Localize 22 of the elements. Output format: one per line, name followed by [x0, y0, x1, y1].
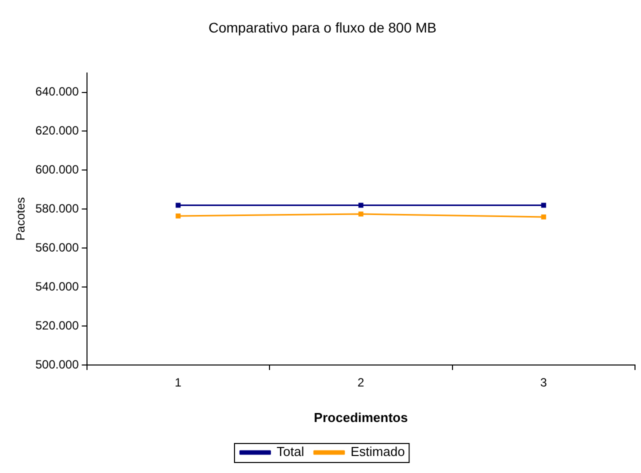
x-tick-label: 3 [540, 376, 548, 390]
y-tick-label: 600.000 [35, 162, 80, 177]
point [176, 214, 181, 218]
x-tick-label: 1 [174, 376, 182, 390]
x-tick-label: 2 [358, 376, 365, 390]
point [176, 202, 181, 208]
y-tick-label: 520.000 [35, 318, 80, 332]
y-axis-title: Pacotes [14, 197, 28, 241]
point [358, 212, 364, 217]
y-tick-label: 500.000 [35, 357, 80, 372]
y-tick-label: 540.000 [35, 279, 80, 294]
y-tick-label: 560.000 [35, 240, 80, 254]
x-axis-title: Procedimentos [314, 410, 408, 425]
point [358, 202, 364, 208]
y-tick-label: 640.000 [35, 84, 80, 99]
legend-label: Estimado [350, 444, 405, 460]
point [541, 202, 546, 208]
chart-title: Comparativo para o fluxo de 800 MB [208, 19, 437, 36]
y-tick-label: 580.000 [35, 201, 80, 216]
point [541, 214, 546, 220]
legend-label: Total [276, 444, 304, 460]
y-tick-label: 620.000 [35, 124, 80, 138]
